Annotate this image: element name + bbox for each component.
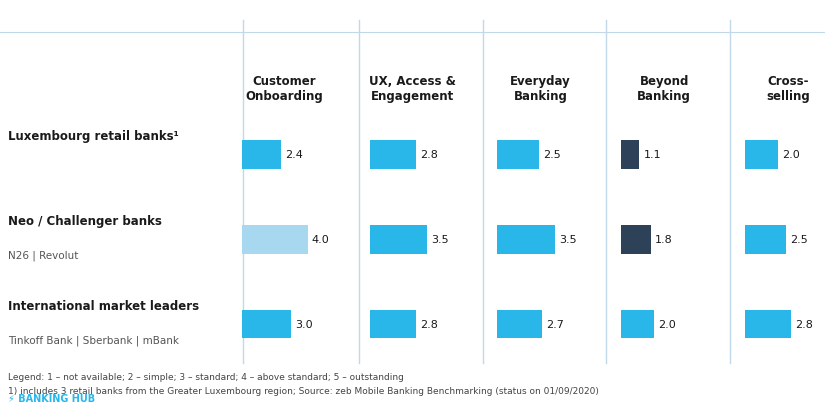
Text: 2.0: 2.0 <box>782 150 800 160</box>
FancyBboxPatch shape <box>621 225 651 254</box>
Text: 1.8: 1.8 <box>655 235 673 244</box>
Text: Cross-
selling: Cross- selling <box>766 74 810 102</box>
Text: International market leaders: International market leaders <box>8 299 200 312</box>
Text: 1.1: 1.1 <box>644 150 661 160</box>
Text: Legend: 1 – not available; 2 – simple; 3 – standard; 4 – above standard; 5 – out: Legend: 1 – not available; 2 – simple; 3… <box>8 372 404 381</box>
FancyBboxPatch shape <box>745 225 786 254</box>
FancyBboxPatch shape <box>621 140 639 169</box>
Text: 3.5: 3.5 <box>559 235 577 244</box>
Text: 3.0: 3.0 <box>295 319 313 329</box>
FancyBboxPatch shape <box>242 310 291 339</box>
FancyBboxPatch shape <box>370 310 416 339</box>
Text: 1) includes 3 retail banks from the Greater Luxembourg region; Source: zeb Mobil: 1) includes 3 retail banks from the Grea… <box>8 386 599 395</box>
Text: 2.5: 2.5 <box>790 235 808 244</box>
FancyBboxPatch shape <box>370 140 416 169</box>
FancyBboxPatch shape <box>497 310 542 339</box>
FancyBboxPatch shape <box>497 140 539 169</box>
Text: N26 | Revolut: N26 | Revolut <box>8 250 78 260</box>
Text: ⚡ BANKING HUB: ⚡ BANKING HUB <box>8 393 96 403</box>
FancyBboxPatch shape <box>745 140 778 169</box>
Text: 2.8: 2.8 <box>795 319 813 329</box>
Text: 4.0: 4.0 <box>312 235 330 244</box>
Text: Neo / Challenger banks: Neo / Challenger banks <box>8 214 163 227</box>
FancyBboxPatch shape <box>621 310 654 339</box>
Text: Everyday
Banking: Everyday Banking <box>510 74 571 102</box>
Text: 2.7: 2.7 <box>546 319 564 329</box>
Text: 2.4: 2.4 <box>285 150 304 160</box>
Text: 3.5: 3.5 <box>431 235 449 244</box>
FancyBboxPatch shape <box>745 310 791 339</box>
Text: 2.5: 2.5 <box>543 150 561 160</box>
FancyBboxPatch shape <box>242 225 308 254</box>
Text: Luxembourg retail banks¹: Luxembourg retail banks¹ <box>8 130 179 142</box>
Text: UX, Access &
Engagement: UX, Access & Engagement <box>369 74 456 102</box>
Text: 2.8: 2.8 <box>420 150 438 160</box>
FancyBboxPatch shape <box>242 140 281 169</box>
Text: Tinkoff Bank | Sberbank | mBank: Tinkoff Bank | Sberbank | mBank <box>8 335 179 345</box>
FancyBboxPatch shape <box>370 225 427 254</box>
Text: 2.0: 2.0 <box>658 319 676 329</box>
Text: Beyond
Banking: Beyond Banking <box>637 74 691 102</box>
Text: Customer
Onboarding: Customer Onboarding <box>246 74 323 102</box>
FancyBboxPatch shape <box>497 225 555 254</box>
Text: 2.8: 2.8 <box>420 319 438 329</box>
